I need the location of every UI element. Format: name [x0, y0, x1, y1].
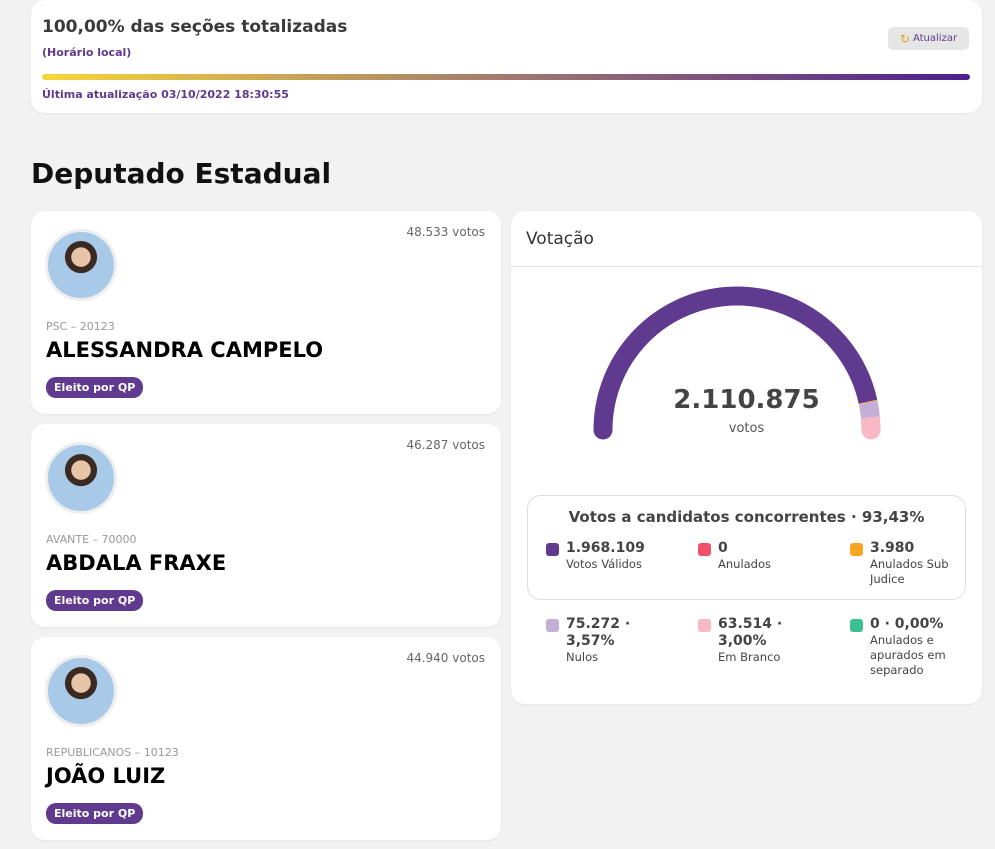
legend-swatch: [698, 543, 711, 556]
legend-value: 1.968.109: [566, 540, 645, 556]
concurrent-votes-box: Votos a candidatos concorrentes · 93,43%: [527, 495, 966, 600]
legend-item: 1.968.109 Votos Válidos: [546, 540, 666, 572]
legend-item: 0 · 0,00% Anulados e apurados em separado: [850, 616, 970, 678]
votacao-card: Votação 2.110.875 votos Votos a candidat…: [511, 211, 982, 704]
refresh-icon: ↻: [899, 31, 910, 46]
candidate-votes: 44.940 votos: [406, 651, 485, 665]
avatar: [45, 442, 117, 514]
gauge-cap-end: [861, 420, 881, 440]
avatar: [45, 229, 117, 301]
legend-label: Votos Válidos: [566, 557, 642, 571]
legend-label: Anulados e apurados em separado: [870, 633, 946, 677]
candidate-votes: 48.533 votos: [406, 225, 485, 239]
totalization-progress-bar: [42, 74, 970, 80]
legend-label: Anulados Sub Judice: [870, 557, 949, 586]
total-votes-label: votos: [728, 421, 765, 436]
legend-label: Em Branco: [718, 650, 781, 664]
votes-gauge: [593, 286, 881, 440]
candidate-name: ABDALA FRAXE: [46, 551, 227, 575]
legend-swatch: [546, 619, 559, 632]
status-badge: Eleito por QP: [46, 377, 144, 398]
legend-value: 75.272 · 3,57%: [566, 616, 631, 649]
candidate-party: REPUBLICANOS – 10123: [46, 746, 179, 759]
status-badge: Eleito por QP: [46, 590, 144, 611]
legend-value: 3.980: [870, 540, 915, 556]
legend-item: 3.980 Anulados Sub Judice: [850, 540, 970, 587]
refresh-label: Atualizar: [912, 33, 958, 44]
candidate-card[interactable]: 48.533 votos PSC – 20123 ALESSANDRA CAMP…: [31, 211, 501, 414]
legend-value: 63.514 · 3,00%: [718, 616, 783, 649]
total-votes: 2.110.875: [673, 385, 820, 415]
legend-label: Nulos: [566, 650, 599, 664]
status-badge: Eleito por QP: [46, 803, 144, 824]
concurrent-votes-title: Votos a candidatos concorrentes · 93,43%: [568, 508, 925, 526]
totalization-card: 100,00% das seções totalizadas (Horário …: [31, 0, 982, 113]
totalization-title: 100,00% das seções totalizadas: [42, 17, 348, 37]
candidate-name: JOÃO LUIZ: [46, 764, 166, 788]
candidate-party: PSC – 20123: [46, 320, 115, 333]
legend-item: 0 Anulados: [698, 540, 818, 572]
candidate-party: AVANTE – 70000: [46, 533, 137, 546]
candidate-card[interactable]: 46.287 votos AVANTE – 70000 ABDALA FRAXE…: [31, 424, 501, 627]
gauge-segment-nulos: [858, 400, 880, 419]
legend-value: 0 · 0,00%: [870, 616, 944, 632]
candidate-card[interactable]: 44.940 votos REPUBLICANOS – 10123 JOÃO L…: [31, 637, 501, 840]
last-update: Última atualização 03/10/2022 18:30:55: [42, 88, 289, 101]
legend-value: 0: [718, 540, 728, 556]
legend-swatch: [850, 619, 863, 632]
local-time-label: (Horário local): [42, 46, 132, 59]
legend-swatch: [850, 543, 863, 556]
candidate-votes: 46.287 votos: [406, 438, 485, 452]
legend-item: 75.272 · 3,57% Nulos: [546, 616, 666, 665]
gauge-segment-validos: [593, 286, 878, 431]
legend-swatch: [698, 619, 711, 632]
legend-label: Anulados: [718, 557, 772, 571]
page-title: Deputado Estadual: [31, 157, 332, 190]
legend-swatch: [546, 543, 559, 556]
refresh-button[interactable]: ↻ Atualizar: [888, 27, 969, 50]
candidate-name: ALESSANDRA CAMPELO: [46, 338, 324, 362]
legend-item: 63.514 · 3,00% Em Branco: [698, 616, 818, 665]
avatar: [45, 655, 117, 727]
votacao-title: Votação: [511, 211, 982, 267]
